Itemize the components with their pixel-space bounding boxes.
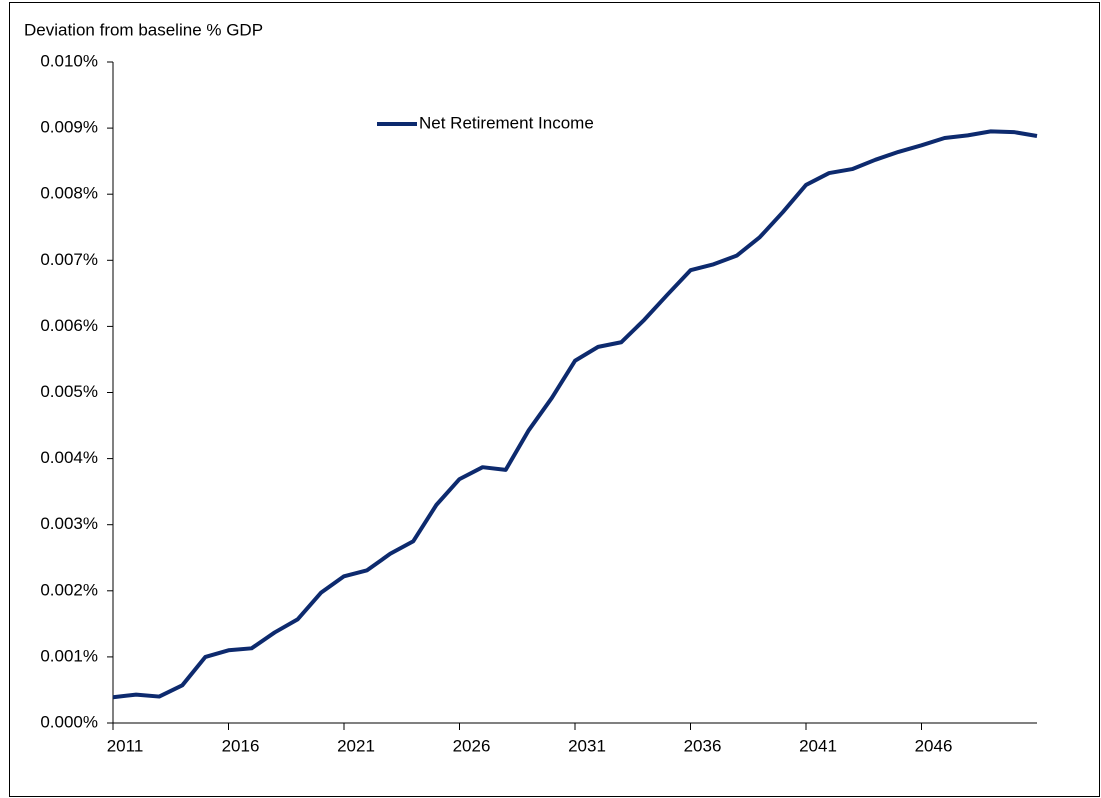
y-tick-label: 0.004%	[40, 448, 98, 467]
x-tick-label: 2026	[453, 736, 491, 755]
x-tick-label: 2046	[915, 736, 953, 755]
y-tick-label: 0.000%	[40, 712, 98, 731]
y-tick-label: 0.007%	[40, 250, 98, 269]
y-tick-label: 0.005%	[40, 382, 98, 401]
x-tick-label: 2016	[222, 736, 260, 755]
y-tick-label: 0.001%	[40, 646, 98, 665]
line-series	[112, 129, 1038, 700]
y-tick-label: 0.002%	[40, 580, 98, 599]
y-tick-label: 0.006%	[40, 316, 98, 335]
chart-frame	[9, 2, 1100, 797]
y-tick-label: 0.009%	[40, 118, 98, 137]
x-tick-label: 2011	[107, 736, 144, 755]
x-tick-label: 2041	[799, 736, 837, 755]
y-tick-label: 0.008%	[40, 184, 98, 203]
x-tick-label: 2031	[568, 736, 606, 755]
legend-label: Net Retirement Income	[419, 113, 594, 132]
y-tick-label: 0.010%	[40, 51, 98, 70]
y-tick-label: 0.003%	[40, 514, 98, 533]
x-tick-label: 2036	[684, 736, 722, 755]
chart-title: Deviation from baseline % GDP	[24, 20, 263, 39]
x-tick-label: 2021	[337, 736, 375, 755]
